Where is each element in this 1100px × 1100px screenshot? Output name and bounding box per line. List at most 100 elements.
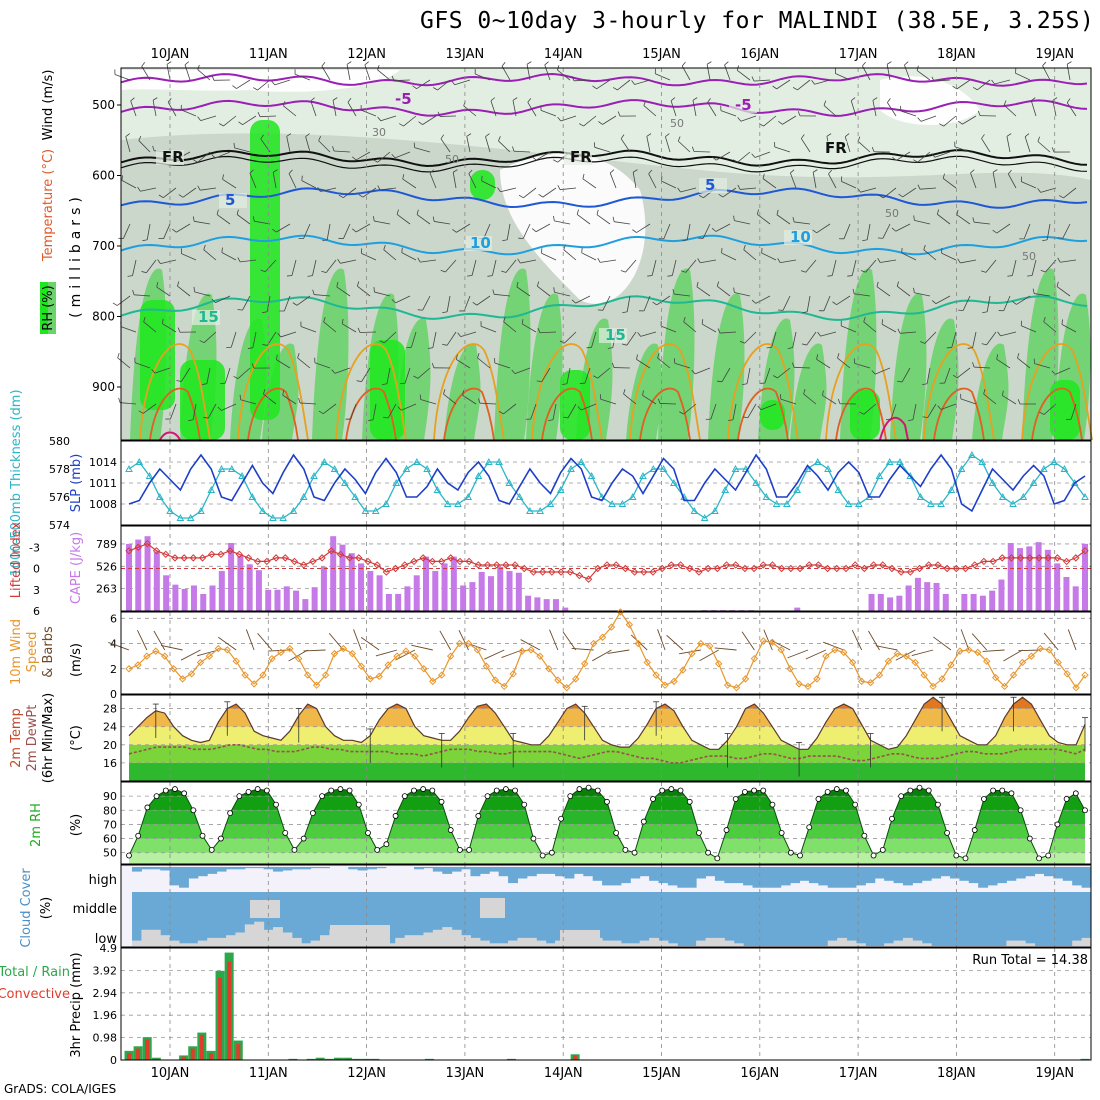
rh2m-marker — [319, 793, 325, 800]
wind-barb — [340, 259, 357, 264]
wind-barb-flag — [351, 156, 357, 161]
lifted-index-tick: 6 — [33, 605, 40, 618]
wind-speed-marker — [768, 638, 776, 646]
wind-barb-flag — [338, 194, 344, 199]
rh-shade-moist — [922, 318, 959, 440]
wind-barb-flag — [184, 61, 190, 66]
rh2m-marker — [907, 787, 914, 794]
wind-barb — [674, 362, 691, 369]
precip-tick: 4.9 — [100, 942, 118, 955]
wind-barb-flag — [490, 97, 496, 102]
cloud-low-bar — [855, 943, 866, 946]
wind-barb — [234, 147, 251, 153]
thickness-marker — [968, 450, 976, 458]
contour-temp-20 — [433, 343, 505, 441]
cape-bar — [348, 553, 355, 611]
precip-total-axis-label: Total / Rain — [0, 965, 70, 980]
wind-speed-marker — [652, 671, 660, 679]
wind-barb — [300, 402, 317, 405]
wind-barb — [494, 293, 511, 297]
wind-barb-flag — [310, 97, 315, 102]
rh2m-marker — [916, 784, 923, 791]
wind-barb-flag — [440, 269, 446, 273]
wind-barb — [541, 367, 551, 382]
cape-bar — [469, 582, 476, 611]
wind-barb — [152, 100, 157, 117]
wind-barb-flag — [876, 281, 879, 287]
thickness-marker — [639, 471, 647, 479]
wind-barb — [215, 151, 231, 159]
wind-speed-marker — [1081, 671, 1089, 679]
rh-shade-moist — [626, 343, 663, 440]
wind-barb-flag — [1051, 147, 1055, 153]
temp-tick: 24 — [103, 721, 117, 734]
wind-barb-flag — [336, 282, 339, 288]
wind-barb-flag — [697, 258, 701, 263]
rh2m-marker — [944, 829, 951, 836]
lifted-index-marker — [327, 547, 335, 555]
wind-barb — [683, 403, 697, 415]
precip-convective-bar — [136, 1048, 141, 1060]
cloud-low-bar — [310, 940, 321, 946]
cape-bar — [1072, 586, 1079, 611]
thickness-tick: 576 — [49, 491, 70, 504]
wind-barb — [710, 403, 717, 420]
wind-barb — [237, 367, 251, 379]
wind-barb-flag — [427, 347, 433, 349]
rh2m-marker — [1072, 790, 1079, 797]
wind-barb — [184, 64, 191, 81]
wind-barb — [332, 100, 337, 117]
wind-barb — [1060, 259, 1077, 263]
wind-barb-flag — [132, 289, 135, 295]
wind-barb — [440, 138, 451, 153]
rh2m-marker — [365, 829, 371, 836]
lifted-index-marker — [823, 564, 832, 573]
thickness-marker — [556, 485, 565, 493]
wind-barb-flag — [776, 209, 779, 215]
wind-barb-flag — [157, 259, 161, 264]
wind-barb-flag — [922, 383, 928, 386]
rh2m-marker — [879, 846, 886, 853]
lifted-index-marker — [1007, 554, 1016, 562]
contour-temp-30 — [879, 416, 909, 441]
wind-speed-marker — [866, 678, 875, 687]
wind-barb — [896, 151, 911, 161]
cloud-low-bar — [498, 943, 509, 946]
wind-barb — [377, 69, 391, 81]
cloud-high-bar — [818, 867, 829, 886]
wind-barb-flag — [373, 287, 375, 293]
rh2m-marker — [732, 796, 739, 802]
rh2m-marker — [1063, 796, 1070, 802]
cape-bar — [896, 595, 903, 611]
wind-barb — [377, 151, 391, 163]
wind-barb-flag — [643, 100, 646, 106]
lifted-index-marker — [603, 561, 611, 569]
wind-barb — [122, 223, 131, 239]
wind-barb — [962, 115, 977, 125]
wind-speed-marker — [491, 676, 500, 684]
wind-barb — [321, 66, 331, 81]
wind-barb — [416, 214, 431, 225]
cloud-low-bar — [320, 935, 330, 946]
wind-barb — [920, 115, 937, 122]
thickness-marker — [289, 506, 298, 514]
wind-barb — [117, 357, 131, 369]
wind-barb — [343, 223, 351, 239]
wind-barb — [380, 187, 397, 191]
wind-barb — [860, 187, 877, 193]
wind-barb — [121, 180, 137, 189]
wind-barb-flag — [621, 343, 628, 346]
wind-barb-flag — [878, 195, 884, 199]
precip-tick: 3.92 — [93, 964, 118, 977]
rh2m-marker — [135, 832, 142, 839]
run-total-label: Run Total = 14.38 — [972, 953, 1088, 968]
thickness-marker — [752, 478, 760, 486]
wind-barb-flag — [1027, 275, 1033, 277]
wind-barb — [986, 331, 997, 346]
wind-barb-flag — [872, 97, 878, 101]
rh2m-marker — [980, 796, 987, 802]
contour-label-bg — [784, 230, 812, 245]
wind-speed-marker — [661, 681, 669, 689]
rh2m-axis-label: 2m RH — [29, 803, 44, 847]
thickness-marker — [916, 492, 925, 500]
